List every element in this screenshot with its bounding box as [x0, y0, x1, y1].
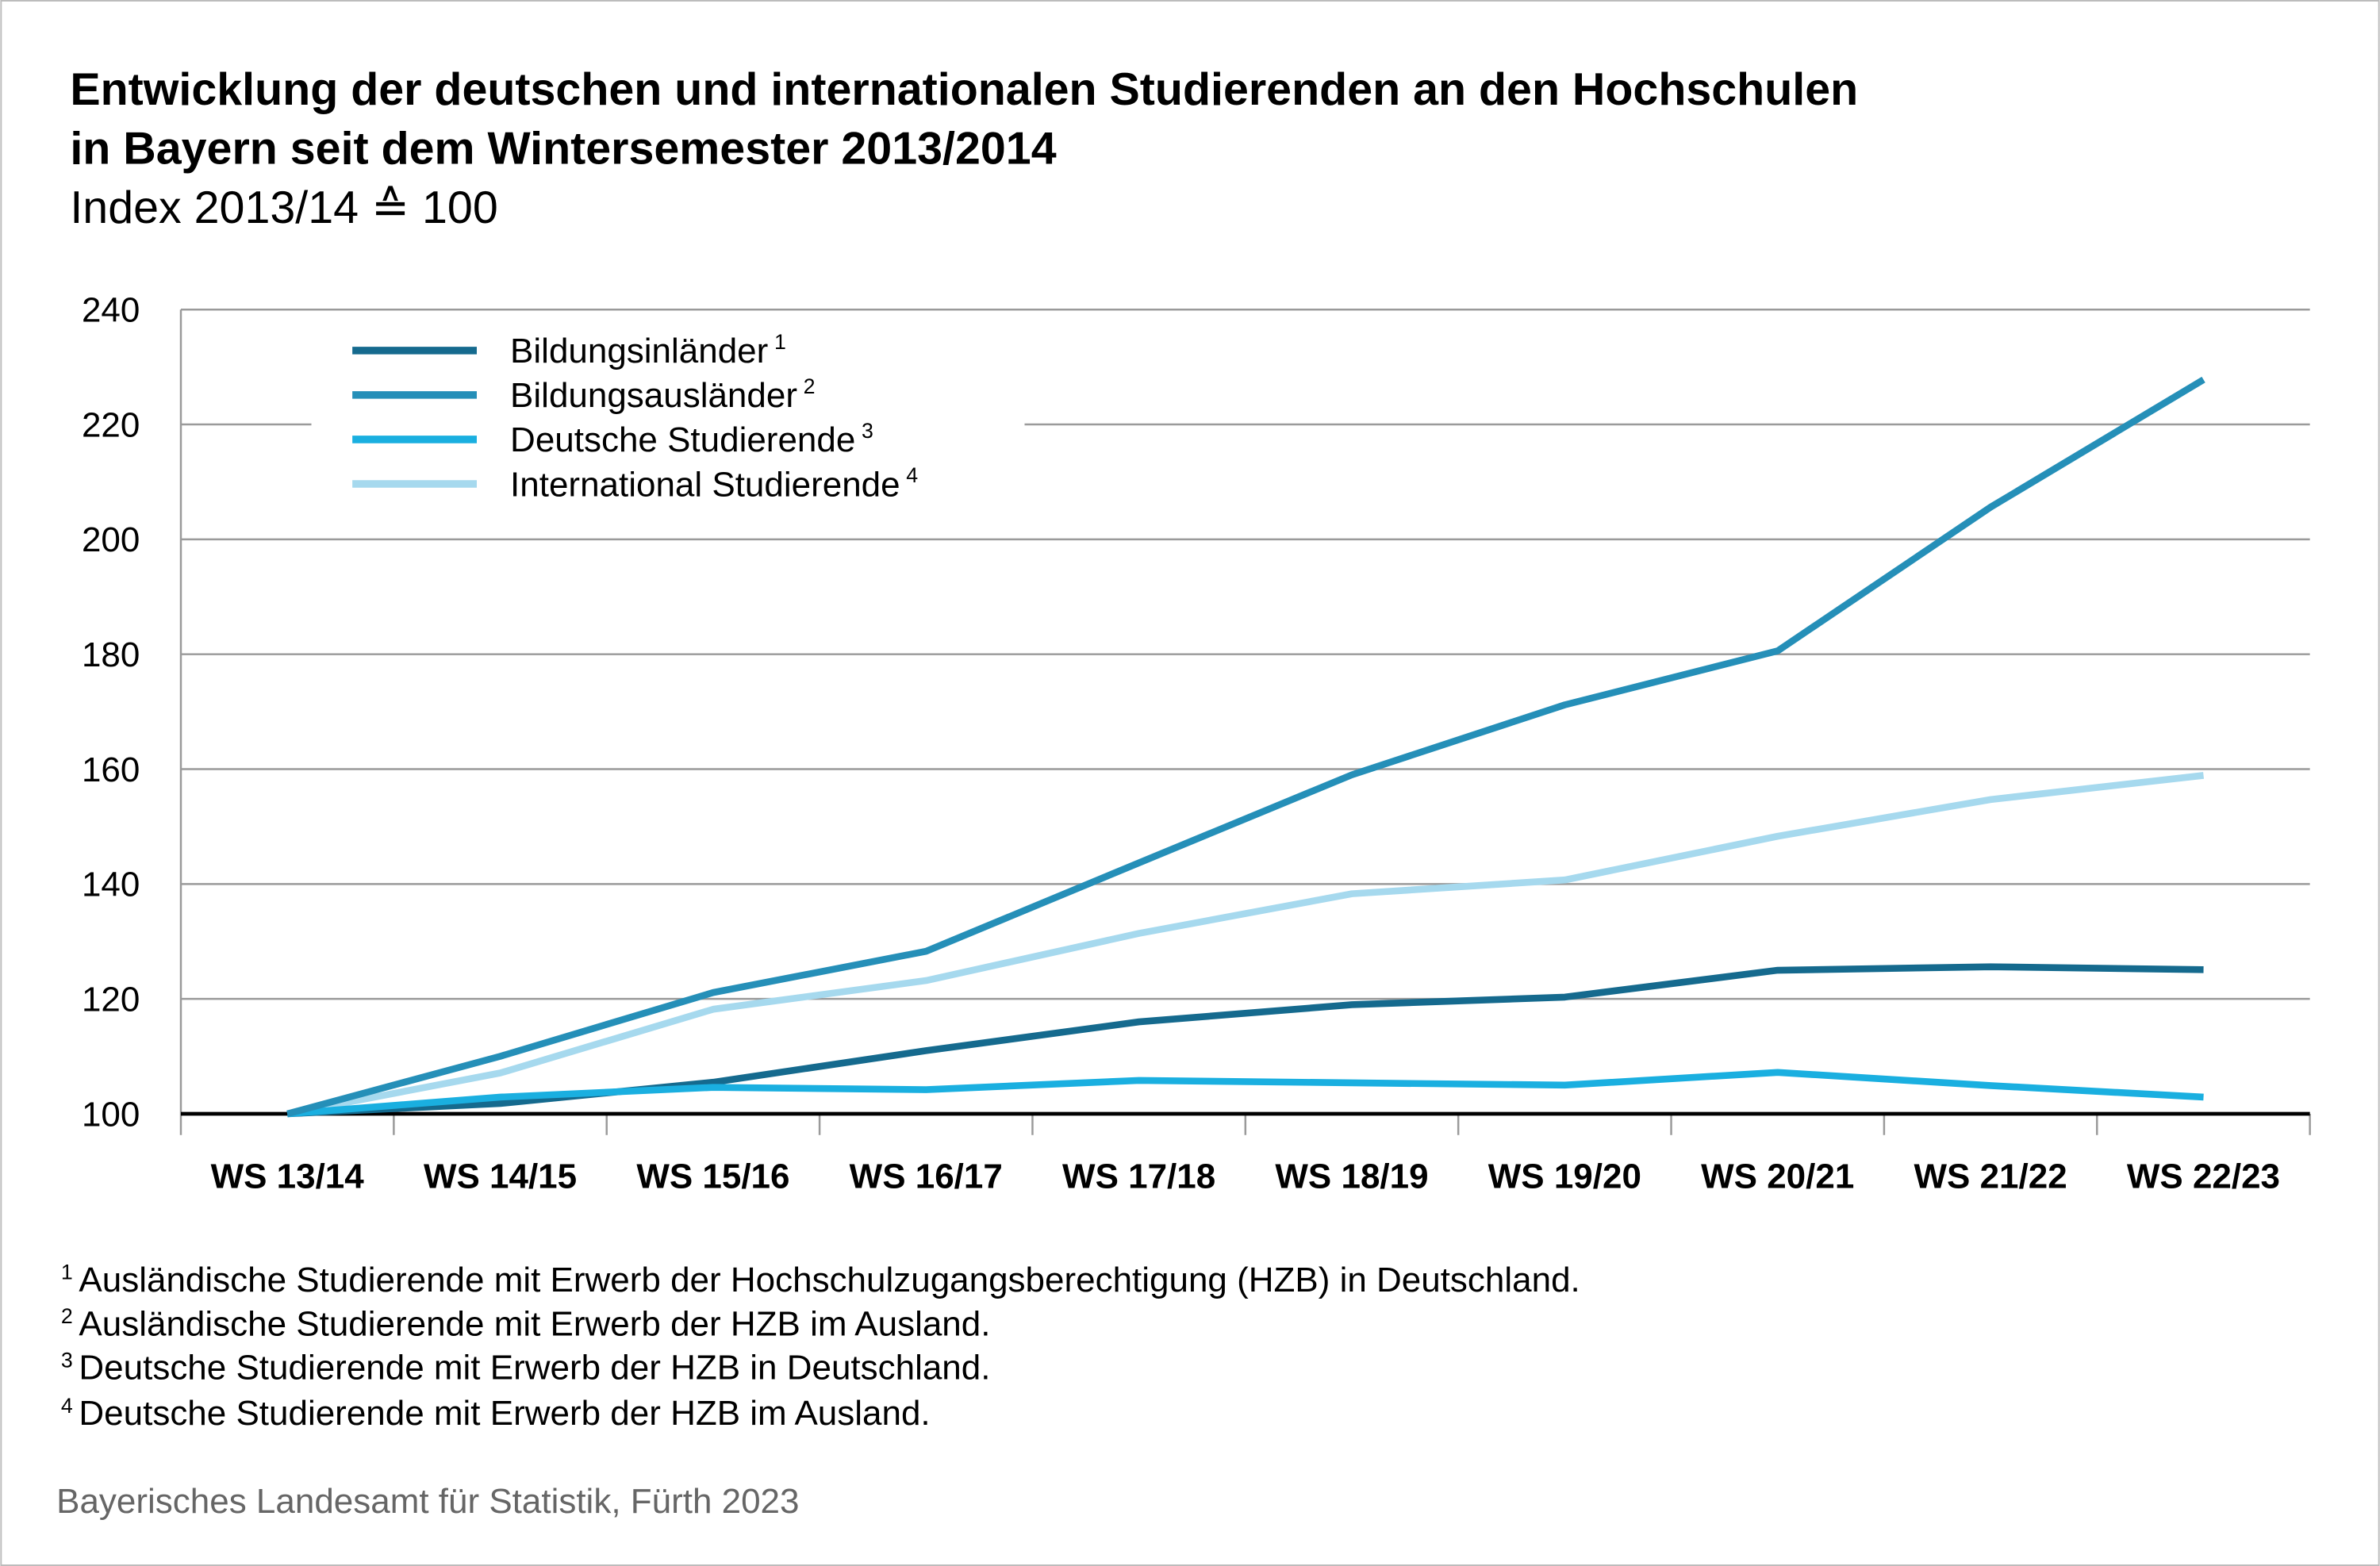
y-axis: 100 120 140 160 180 200 220 240 [82, 291, 140, 1134]
chart-subtitle: Index 2013/14 ≙ 100 [70, 182, 497, 233]
x-tick-label: WS 15/16 [636, 1157, 789, 1196]
x-axis: WS 13/14 WS 14/15 WS 15/16 WS 16/17 WS 17/18… [179, 1111, 2311, 1196]
footnote-3: 3 Deutsche Studierende mit Erwerb der HZB… [61, 1348, 991, 1387]
x-tick-label: WS 16/17 [850, 1157, 1003, 1196]
chart-title-line1: Entwicklung der deutschen und internatio… [70, 64, 1858, 115]
legend-label: Bildungsausländer 2 [510, 374, 815, 415]
x-tick-label: WS 21/22 [1914, 1157, 2067, 1196]
series-lines [286, 376, 2205, 1118]
footnote-1: 1 Ausländische Studierende mit Erwerb der… [61, 1260, 1580, 1299]
y-tick-label: 120 [82, 980, 140, 1019]
legend-label: Deutsche Studierende 3 [510, 419, 873, 459]
x-tick-label: WS 19/20 [1488, 1157, 1641, 1196]
x-tick-label: WS 13/14 [211, 1157, 365, 1196]
footnote-4: 4 Deutsche Studierende mit Erwerb der HZB… [61, 1394, 931, 1433]
series-line-3 [286, 1069, 2204, 1118]
y-tick-label: 240 [82, 291, 140, 330]
series-line-4 [286, 772, 2205, 1118]
y-tick-label: 180 [82, 635, 140, 674]
legend-label: International Studierende 4 [510, 463, 918, 504]
x-tick-label: WS 18/19 [1275, 1157, 1428, 1196]
x-tick-label: WS 17/18 [1062, 1157, 1215, 1196]
legend-label: Bildungsinländer 1 [510, 330, 786, 370]
series-line-2 [286, 376, 2205, 1118]
footnotes: 1 Ausländische Studierende mit Erwerb der… [61, 1260, 1580, 1433]
x-tick-label: WS 22/23 [2127, 1157, 2280, 1196]
x-tick-label: WS 14/15 [424, 1157, 577, 1196]
source-note: Bayerisches Landesamt für Statistik, Für… [56, 1482, 799, 1521]
y-tick-label: 200 [82, 520, 140, 559]
footnote-2: 2 Ausländische Studierende mit Erwerb der… [61, 1304, 991, 1343]
y-tick-label: 220 [82, 405, 140, 444]
y-tick-label: 160 [82, 750, 140, 789]
x-tick-label: WS 20/21 [1701, 1157, 1854, 1196]
chart-title-line2: in Bayern seit dem Wintersemester 2013/2… [70, 124, 1056, 175]
y-tick-label: 140 [82, 866, 140, 904]
gridlines [179, 308, 2310, 1114]
y-tick-label: 100 [82, 1095, 140, 1134]
